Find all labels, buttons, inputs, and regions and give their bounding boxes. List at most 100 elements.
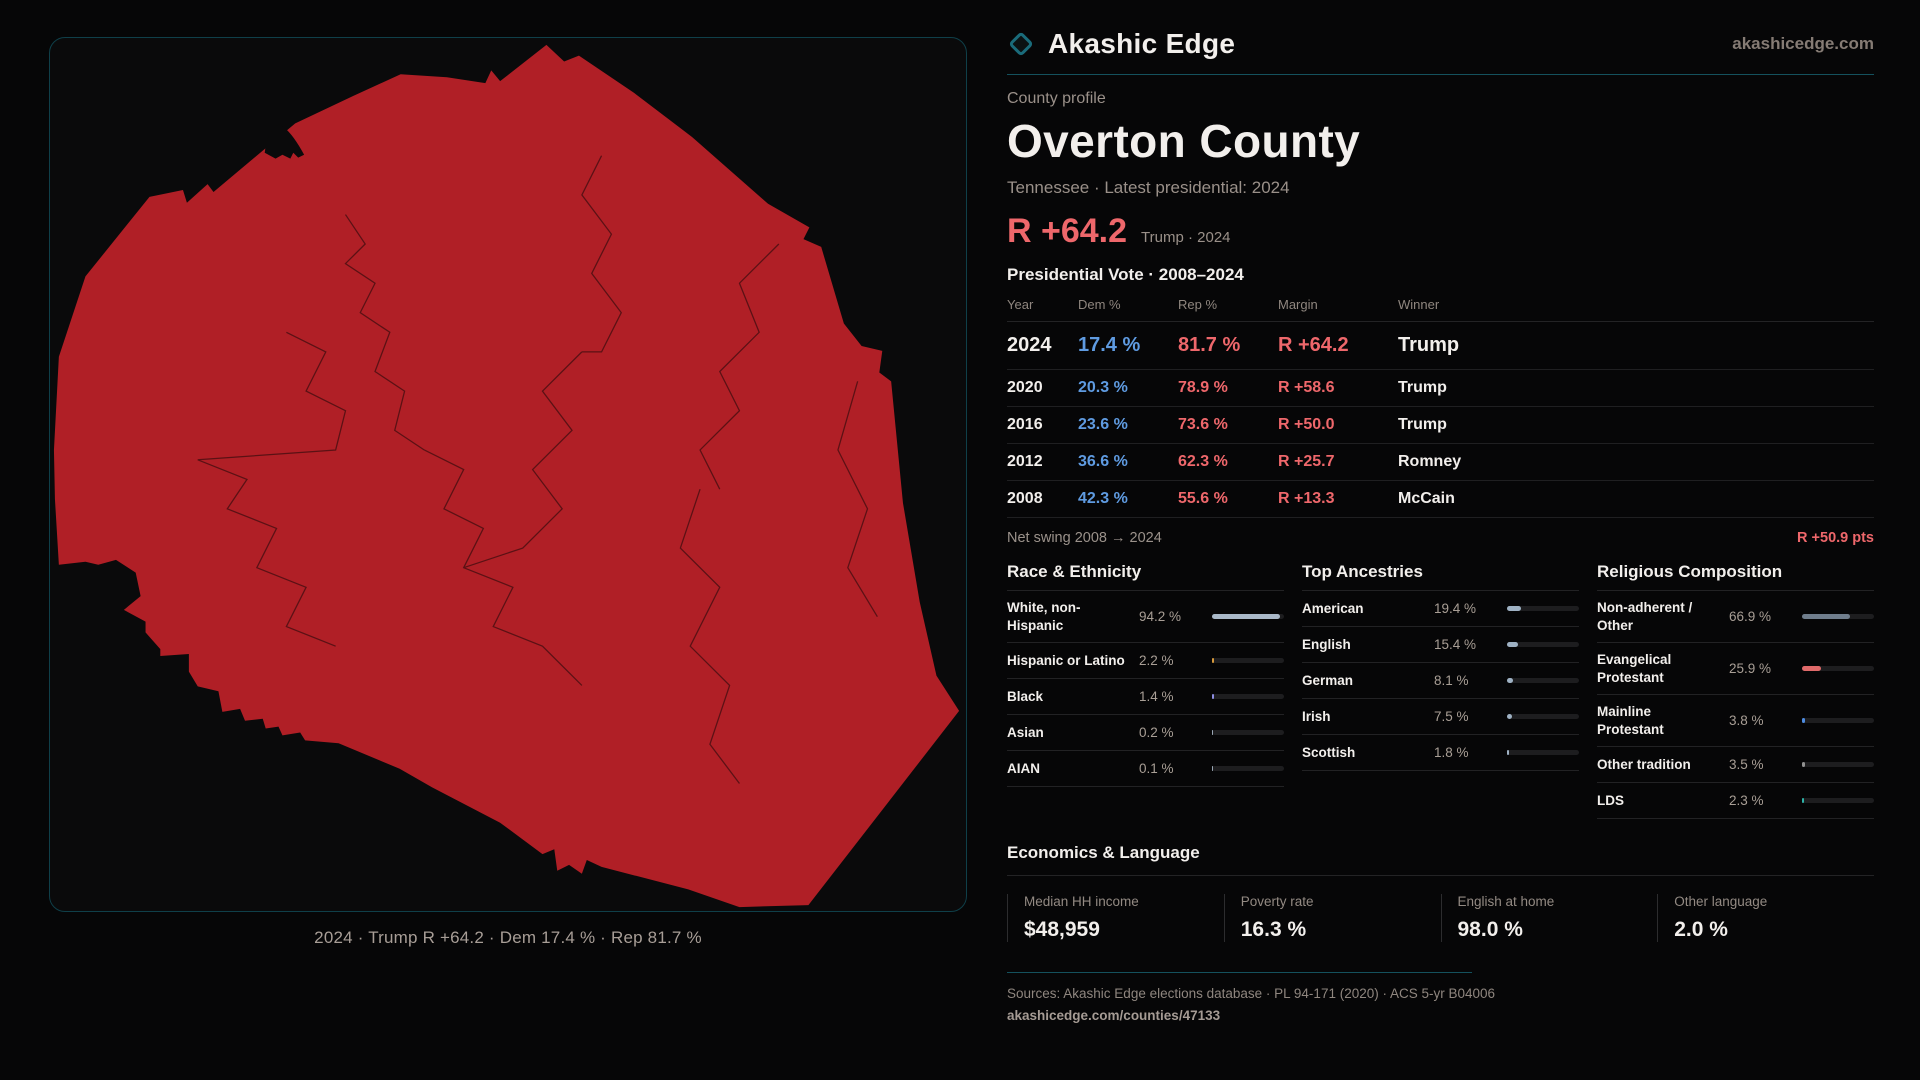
economics-title: Economics & Language <box>1007 843 1874 877</box>
religion-row-label: Mainline Protestant <box>1597 704 1664 737</box>
religion-row-label: Non-adherent / Other <box>1597 600 1693 633</box>
precinct-boundaries <box>197 155 878 784</box>
religion-row-bar-fill <box>1802 798 1804 804</box>
vote-row-2012: 2012 36.6 % 62.3 % R +25.7 Romney <box>1007 444 1874 481</box>
religion-row-value: 3.5 % <box>1729 757 1764 773</box>
section-religious-composition: Religious Composition Non-adherent / Oth… <box>1597 562 1874 820</box>
vote-year: 2016 <box>1007 416 1043 433</box>
religion-row: Non-adherent / Other 66.9 % <box>1597 591 1874 644</box>
race-row-label: Hispanic or Latino <box>1007 652 1125 668</box>
net-swing-row: Net swing 2008 → 2024 R +50.9 pts <box>1007 518 1874 550</box>
stat-value: 2.0 % <box>1674 918 1728 942</box>
ancestry-row-bar <box>1507 642 1579 647</box>
vote-row-2020: 2020 20.3 % 78.9 % R +58.6 Trump <box>1007 370 1874 407</box>
vote-row-2008: 2008 42.3 % 55.6 % R +13.3 McCain <box>1007 481 1874 518</box>
footer-permalink-link[interactable]: akashicedge.com/counties/47133 <box>1007 1008 1221 1024</box>
race-row-value: 0.2 % <box>1139 725 1174 741</box>
race-row-value: 1.4 % <box>1139 689 1174 705</box>
header: Akashic Edge akashicedge.com <box>1007 28 1874 60</box>
ancestry-row-bar-fill <box>1507 714 1513 719</box>
stat-tile: English at home 98.0 % <box>1440 894 1658 943</box>
race-row-value: 94.2 % <box>1139 609 1182 625</box>
section-race-ethnicity: Race & Ethnicity White, non-Hispanic 94.2… <box>1007 562 1284 819</box>
vote-rep: 62.3 % <box>1178 453 1228 470</box>
race-row-bar <box>1212 694 1284 700</box>
vote-dem: 23.6 % <box>1078 416 1128 433</box>
religion-row-value: 3.8 % <box>1729 713 1764 729</box>
stat-value: 98.0 % <box>1457 918 1523 942</box>
ancestry-row-label: Irish <box>1302 708 1331 724</box>
race-row-bar <box>1212 658 1284 664</box>
brand-domain-link[interactable]: akashicedge.com <box>1732 34 1874 53</box>
vote-row-2024: 2024 17.4 % 81.7 % R +64.2 Trump <box>1007 322 1874 370</box>
race-row-label: White, non-Hispanic <box>1007 600 1081 633</box>
ancestry-row-bar <box>1507 606 1579 611</box>
col-winner: Winner <box>1398 297 1440 312</box>
vote-margin: R +50.0 <box>1278 416 1335 433</box>
religion-row-bar <box>1802 614 1874 620</box>
vote-year: 2024 <box>1007 334 1052 356</box>
religion-row-value: 66.9 % <box>1729 609 1772 625</box>
religion-row-bar-fill <box>1802 762 1805 768</box>
ancestry-row-value: 15.4 % <box>1434 637 1477 652</box>
ancestry-row-bar <box>1507 750 1579 755</box>
race-row: Asian 0.2 % <box>1007 715 1284 752</box>
vote-rep: 55.6 % <box>1178 490 1228 507</box>
race-row-value: 2.2 % <box>1139 653 1174 669</box>
ancestry-row: Scottish 1.8 % <box>1302 735 1579 771</box>
religion-list: Non-adherent / Other 66.9 % Evangelical Pr… <box>1597 590 1874 820</box>
stat-label: English at home <box>1457 894 1555 910</box>
vote-table-body: 2024 17.4 % 81.7 % R +64.2 Trump 2020 20.3 % 78… <box>1007 322 1874 518</box>
stat-label: Median HH income <box>1024 894 1139 910</box>
race-row-bar <box>1212 614 1284 620</box>
vote-winner: Romney <box>1398 453 1462 470</box>
ancestry-row-value: 1.8 % <box>1434 745 1469 760</box>
brand-name: Akashic Edge <box>1048 28 1236 59</box>
map-caption: 2024 · Trump R +64.2 · Dem 17.4 % · Rep … <box>314 928 702 947</box>
county-kicker: County profile <box>1007 90 1106 107</box>
ancestry-row-value: 8.1 % <box>1434 673 1469 688</box>
race-row-label: Black <box>1007 688 1044 704</box>
ancestry-row-bar-fill <box>1507 642 1519 647</box>
ancestry-row-value: 7.5 % <box>1434 709 1469 724</box>
religion-row: Mainline Protestant 3.8 % <box>1597 695 1874 748</box>
race-row-bar-fill <box>1212 730 1213 736</box>
race-row-label: AIAN <box>1007 760 1040 776</box>
ancestry-row-bar <box>1507 678 1579 683</box>
stat-label: Other language <box>1674 894 1768 910</box>
vote-dem: 17.4 % <box>1078 334 1141 356</box>
vote-winner: McCain <box>1398 490 1455 507</box>
race-row: Black 1.4 % <box>1007 679 1284 716</box>
headline-margin: R +64.2 <box>1007 212 1128 250</box>
religion-row-bar <box>1802 666 1874 672</box>
ancestry-row-bar <box>1507 714 1579 719</box>
religion-row-bar-fill <box>1802 614 1851 620</box>
col-rep: Rep % <box>1178 297 1218 312</box>
vote-margin: R +25.7 <box>1278 453 1335 470</box>
religion-row-bar <box>1802 762 1874 768</box>
county-map <box>53 44 960 908</box>
vote-year: 2012 <box>1007 453 1043 470</box>
ancestry-row-bar-fill <box>1507 750 1509 755</box>
vote-margin: R +64.2 <box>1278 334 1349 356</box>
vote-year: 2008 <box>1007 490 1043 507</box>
race-row: Hispanic or Latino 2.2 % <box>1007 643 1284 680</box>
headline-margin-row: R +64.2 Trump · 2024 <box>1007 212 1874 251</box>
ancestry-row-bar-fill <box>1507 678 1513 683</box>
headline-margin-context: Trump · 2024 <box>1141 229 1231 246</box>
stat-tile: Median HH income $48,959 <box>1007 894 1224 943</box>
footer-divider <box>1007 972 1472 974</box>
ancestry-row: Irish 7.5 % <box>1302 699 1579 735</box>
footer-sources: Sources: Akashic Edge elections database… <box>1007 986 1496 1002</box>
vote-row-2016: 2016 23.6 % 73.6 % R +50.0 Trump <box>1007 407 1874 444</box>
ancestry-row: American 19.4 % <box>1302 591 1579 627</box>
religion-row-value: 2.3 % <box>1729 793 1764 809</box>
vote-rep: 73.6 % <box>1178 416 1228 433</box>
race-list: White, non-Hispanic 94.2 % Hispanic or Lat… <box>1007 590 1284 788</box>
section-top-ancestries: Top Ancestries American 19.4 % English 15.4… <box>1302 562 1579 819</box>
col-year: Year <box>1007 297 1034 312</box>
economics-stats: Median HH income $48,959 Poverty rate 16.3 … <box>1007 894 1874 943</box>
ancestry-row-bar-fill <box>1507 606 1521 611</box>
stat-value: 16.3 % <box>1240 918 1307 942</box>
